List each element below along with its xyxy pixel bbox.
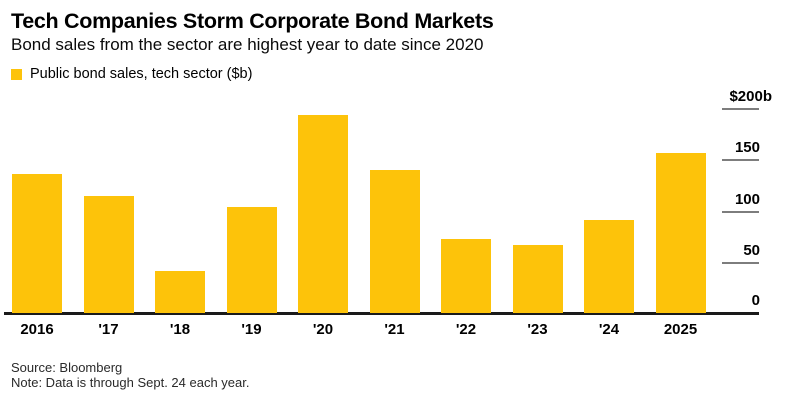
- x-axis-label-18: '18: [169, 321, 191, 338]
- y-tick-line-100: [722, 210, 759, 213]
- bar-22: [441, 239, 491, 313]
- x-axis-label-2025: 2025: [663, 321, 698, 338]
- bar-24: [584, 219, 634, 313]
- bar-17: [83, 196, 134, 313]
- x-axis-label-21: '21: [384, 321, 405, 338]
- x-axis-label-22: '22: [455, 321, 477, 338]
- y-tick-line-50: [722, 261, 759, 264]
- legend-label: Public bond sales, tech sector ($b): [30, 66, 253, 82]
- y-axis-label-200: $200b: [729, 88, 772, 105]
- y-axis-label-100: 100: [734, 190, 760, 208]
- legend-swatch-icon: [11, 68, 22, 80]
- y-axis-label-150: 150: [734, 139, 760, 157]
- note-line: Note: Data is through Sept. 24 each year…: [11, 374, 250, 390]
- bar-21: [369, 169, 420, 313]
- x-axis-label-20: '20: [312, 321, 334, 338]
- x-axis-line: [4, 312, 759, 315]
- bar-18: [155, 270, 205, 313]
- bar-23: [512, 245, 563, 313]
- bar-19: [226, 207, 277, 313]
- source-line: Source: Bloomberg: [11, 360, 123, 375]
- footnote: Source: Bloomberg Note: Data is through …: [11, 360, 250, 390]
- y-tick-line-200: [722, 108, 759, 110]
- bar-20: [298, 115, 348, 313]
- x-axis-label-19: '19: [241, 321, 262, 338]
- y-axis-label-50: 50: [743, 241, 760, 259]
- bar-2016: [12, 173, 62, 313]
- x-axis-label-23: '23: [527, 321, 548, 338]
- bar-2025: [655, 153, 706, 313]
- chart-subtitle: Bond sales from the sector are highest y…: [11, 35, 484, 54]
- y-tick-line-150: [722, 159, 759, 162]
- y-axis-label-0: 0: [751, 292, 760, 309]
- chart-title: Tech Companies Storm Corporate Bond Mark…: [11, 9, 494, 33]
- x-axis-label-24: '24: [598, 321, 620, 338]
- x-axis-label-17: '17: [98, 321, 119, 338]
- x-axis-label-2016: 2016: [20, 321, 54, 338]
- legend: Public bond sales, tech sector ($b): [11, 66, 252, 82]
